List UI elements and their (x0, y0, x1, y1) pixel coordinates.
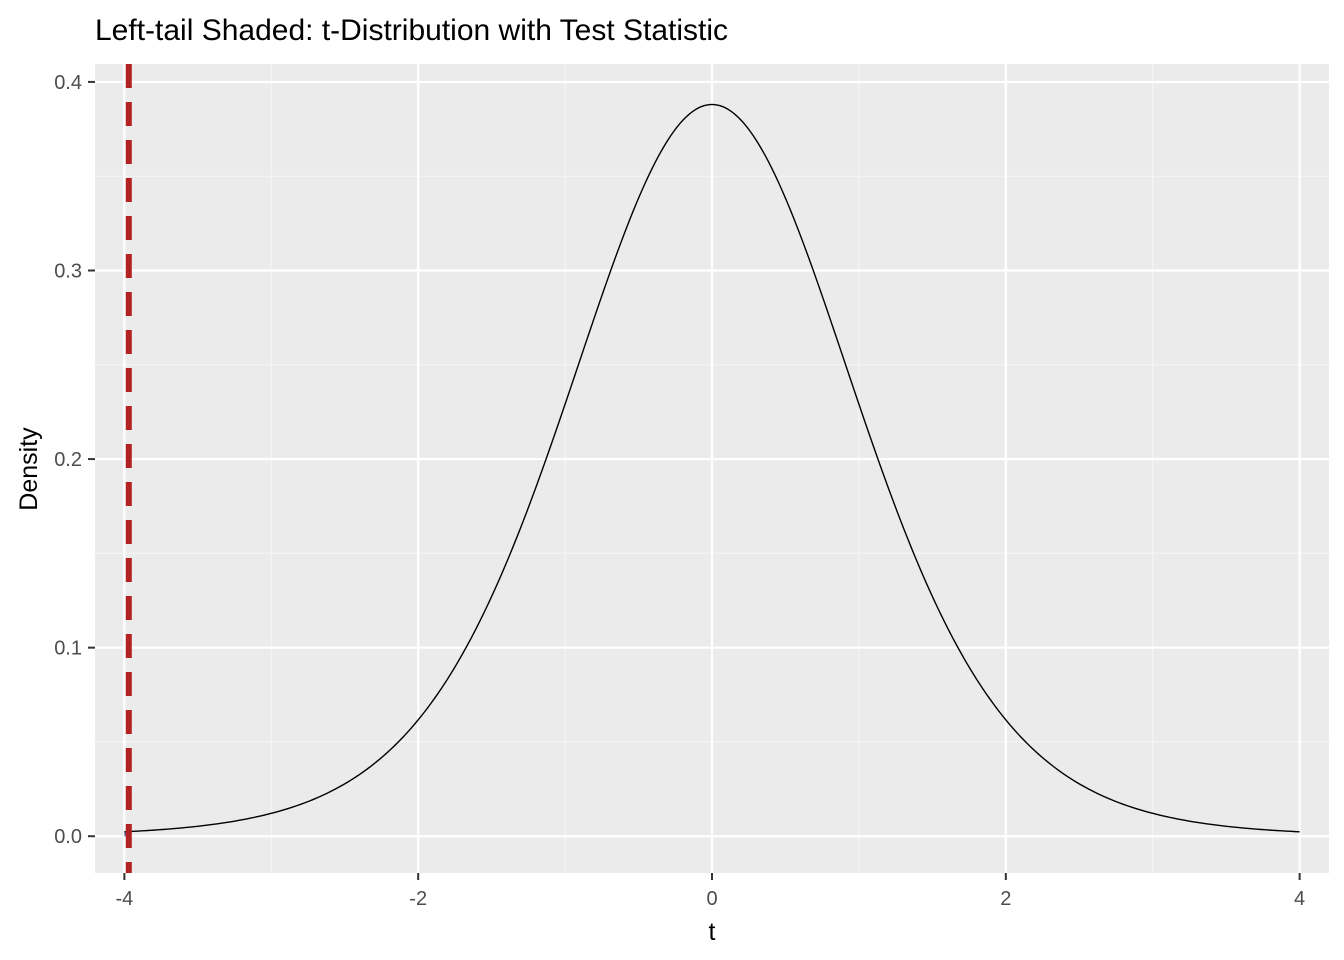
y-tick-label: 0.3 (54, 260, 82, 282)
y-axis: 0.0 0.1 0.2 0.3 0.4 (54, 72, 95, 848)
x-tick-label: -4 (115, 888, 133, 910)
x-axis-title: t (709, 918, 716, 946)
y-tick-label: 0.0 (54, 826, 82, 848)
chart-title: Left-tail Shaded: t-Distribution with Te… (95, 14, 728, 47)
y-tick-label: 0.1 (54, 638, 82, 660)
t-density-curve (124, 103, 1300, 833)
y-tick-label: 0.4 (54, 72, 82, 94)
x-tick-label: 4 (1294, 888, 1305, 910)
x-tick-label: 0 (706, 888, 717, 910)
y-tick-label: 0.2 (54, 449, 82, 471)
density-curve-layer (124, 103, 1300, 833)
major-gridlines (95, 64, 1329, 873)
x-tick-label: -2 (409, 888, 427, 910)
x-axis: -4 -2 0 2 4 (115, 873, 1305, 910)
y-axis-title: Density (15, 427, 43, 511)
x-tick-label: 2 (1000, 888, 1011, 910)
